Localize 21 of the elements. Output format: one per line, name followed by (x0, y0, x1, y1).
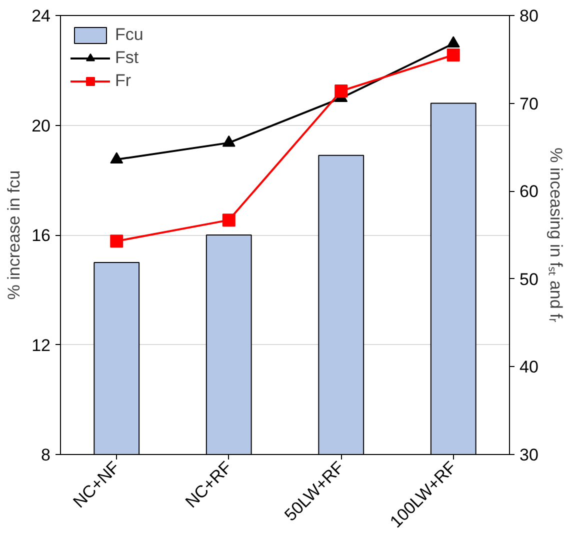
point (110, 152, 124, 164)
y2-tick-label: 80 (520, 6, 538, 26)
y2-tick-label: 30 (520, 446, 538, 464)
y-tick-label: 20 (32, 116, 51, 136)
point (110, 234, 124, 248)
y2-tick-label: 50 (520, 270, 538, 289)
legend-label: Fr (115, 71, 132, 91)
y2-tick-label: 40 (520, 358, 538, 377)
point (446, 36, 460, 48)
legend-label: Fst (115, 48, 139, 68)
point (222, 214, 236, 227)
y2-tick-label: 60 (520, 182, 538, 202)
y-tick-label: 8 (41, 446, 51, 464)
y-tick-label: 12 (32, 336, 51, 355)
y-axis-title: % increase in fcu (4, 170, 24, 300)
y2-axis-title: % inceasing in fₛₜ and fᵣ (546, 148, 566, 322)
y2-tick-label: 70 (520, 94, 538, 114)
y-tick-label: 24 (32, 6, 51, 26)
point (222, 135, 236, 147)
y-tick-label: 16 (32, 226, 51, 245)
legend-label: Fcu (115, 25, 144, 45)
